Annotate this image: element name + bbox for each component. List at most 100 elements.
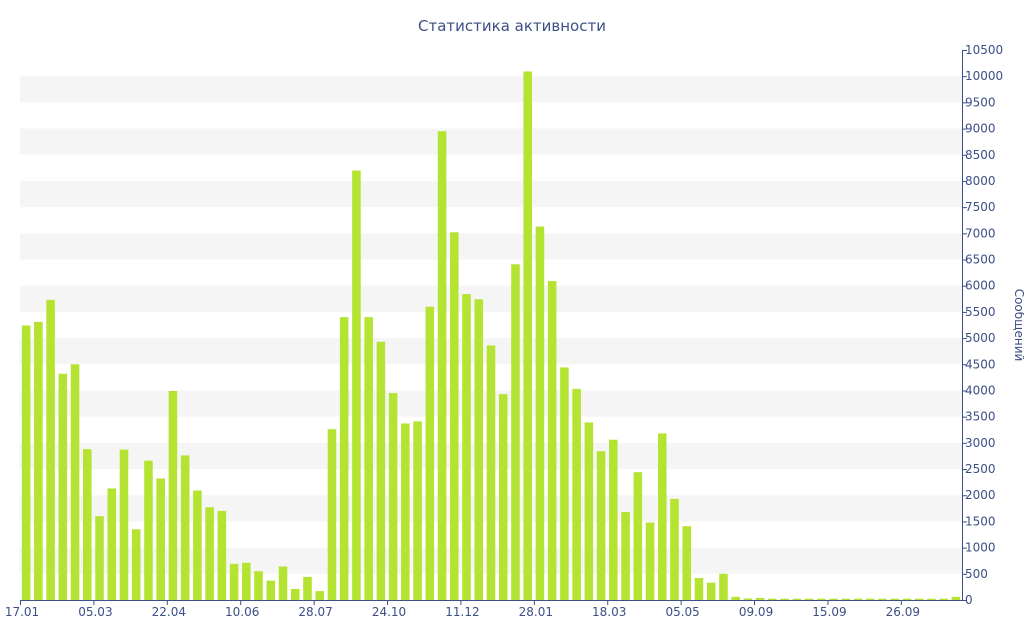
y-tick-label: 7000	[965, 226, 996, 240]
bar[interactable]	[254, 571, 263, 600]
bar[interactable]	[290, 589, 300, 600]
y-tick-label: 10500	[965, 43, 1003, 57]
bar[interactable]	[450, 232, 459, 601]
bar[interactable]	[180, 455, 190, 600]
bar[interactable]	[486, 345, 496, 600]
bar[interactable]	[657, 433, 667, 600]
bar[interactable]	[413, 421, 422, 600]
bar[interactable]	[792, 598, 802, 600]
y-tick-label: 4000	[965, 383, 996, 397]
bar[interactable]	[841, 598, 851, 600]
bar[interactable]	[156, 478, 165, 600]
bar[interactable]	[327, 429, 337, 600]
bar[interactable]	[205, 507, 214, 600]
x-tick-label: 10.06	[225, 605, 259, 619]
bar[interactable]	[670, 498, 679, 600]
bar[interactable]	[682, 526, 692, 600]
grid-band	[20, 76, 962, 103]
bar[interactable]	[193, 490, 202, 600]
bar[interactable]	[817, 598, 826, 600]
bar[interactable]	[70, 364, 80, 600]
y-tick-label: 9000	[965, 122, 996, 136]
bar[interactable]	[743, 598, 753, 600]
bar[interactable]	[364, 317, 373, 600]
bar[interactable]	[168, 391, 178, 600]
bar[interactable]	[401, 423, 410, 600]
bar[interactable]	[804, 598, 814, 600]
x-tick-label: 17.01	[5, 605, 39, 619]
y-tick-label: 9500	[965, 95, 996, 109]
bar[interactable]	[768, 598, 777, 600]
axes: 0 500 1000 1500 2000 2500 3000 3500 4000 4500 5000…	[5, 43, 1003, 619]
bar[interactable]	[645, 522, 655, 600]
bar[interactable]	[266, 580, 276, 600]
y-tick-label: 0	[965, 593, 973, 607]
bar[interactable]	[376, 341, 386, 600]
y-tick-label: 2000	[965, 488, 996, 502]
bar[interactable]	[878, 598, 887, 600]
bar[interactable]	[352, 170, 361, 600]
bar[interactable]	[144, 460, 153, 600]
bar[interactable]	[914, 598, 924, 600]
y-tick-label: 3500	[965, 410, 996, 424]
bar[interactable]	[902, 598, 912, 600]
bar[interactable]	[217, 510, 227, 600]
y-tick-label: 1000	[965, 541, 996, 555]
bar[interactable]	[58, 373, 68, 600]
bar[interactable]	[107, 488, 117, 600]
bar[interactable]	[34, 321, 43, 600]
bar[interactable]	[131, 529, 141, 600]
bar[interactable]	[21, 325, 31, 600]
bar[interactable]	[511, 264, 520, 600]
bar[interactable]	[560, 367, 569, 600]
bar[interactable]	[596, 451, 606, 600]
bar[interactable]	[927, 598, 936, 600]
x-tick-label: 05.03	[78, 605, 112, 619]
bar[interactable]	[46, 299, 55, 600]
x-tick-label: 11.12	[445, 605, 479, 619]
bar[interactable]	[388, 393, 398, 600]
y-tick-label: 500	[965, 567, 988, 581]
bar[interactable]	[339, 317, 349, 600]
bar[interactable]	[119, 449, 129, 600]
bar[interactable]	[535, 226, 545, 600]
bar[interactable]	[633, 472, 643, 600]
bar[interactable]	[462, 294, 471, 600]
bar[interactable]	[242, 562, 251, 600]
bar[interactable]	[706, 582, 716, 600]
bar[interactable]	[865, 598, 875, 600]
bar[interactable]	[498, 394, 508, 600]
bar[interactable]	[474, 299, 484, 600]
bar[interactable]	[890, 598, 899, 600]
bar[interactable]	[609, 439, 618, 600]
bar[interactable]	[425, 306, 435, 600]
bar[interactable]	[584, 422, 594, 600]
grid-band	[20, 180, 962, 208]
bar[interactable]	[829, 598, 838, 600]
x-tick-label: 05.05	[665, 605, 699, 619]
bar[interactable]	[315, 591, 325, 600]
x-tick-label: 22.04	[152, 605, 186, 619]
y-tick-label: 5500	[965, 305, 996, 319]
bar[interactable]	[853, 598, 863, 600]
bar[interactable]	[547, 281, 557, 600]
bar[interactable]	[303, 576, 312, 600]
bar[interactable]	[523, 71, 532, 600]
bar[interactable]	[755, 597, 765, 600]
bar[interactable]	[278, 566, 288, 600]
bar[interactable]	[951, 596, 961, 600]
bar[interactable]	[621, 512, 630, 600]
bar[interactable]	[83, 449, 92, 600]
bar[interactable]	[229, 563, 239, 600]
bar[interactable]	[95, 516, 104, 600]
bar[interactable]	[694, 578, 704, 600]
bar[interactable]	[731, 596, 740, 600]
bar[interactable]	[780, 598, 789, 600]
y-tick-label: 8500	[965, 148, 996, 162]
bar[interactable]	[719, 573, 728, 600]
bar[interactable]	[437, 131, 447, 600]
bar[interactable]	[572, 388, 581, 600]
bar[interactable]	[939, 598, 948, 600]
